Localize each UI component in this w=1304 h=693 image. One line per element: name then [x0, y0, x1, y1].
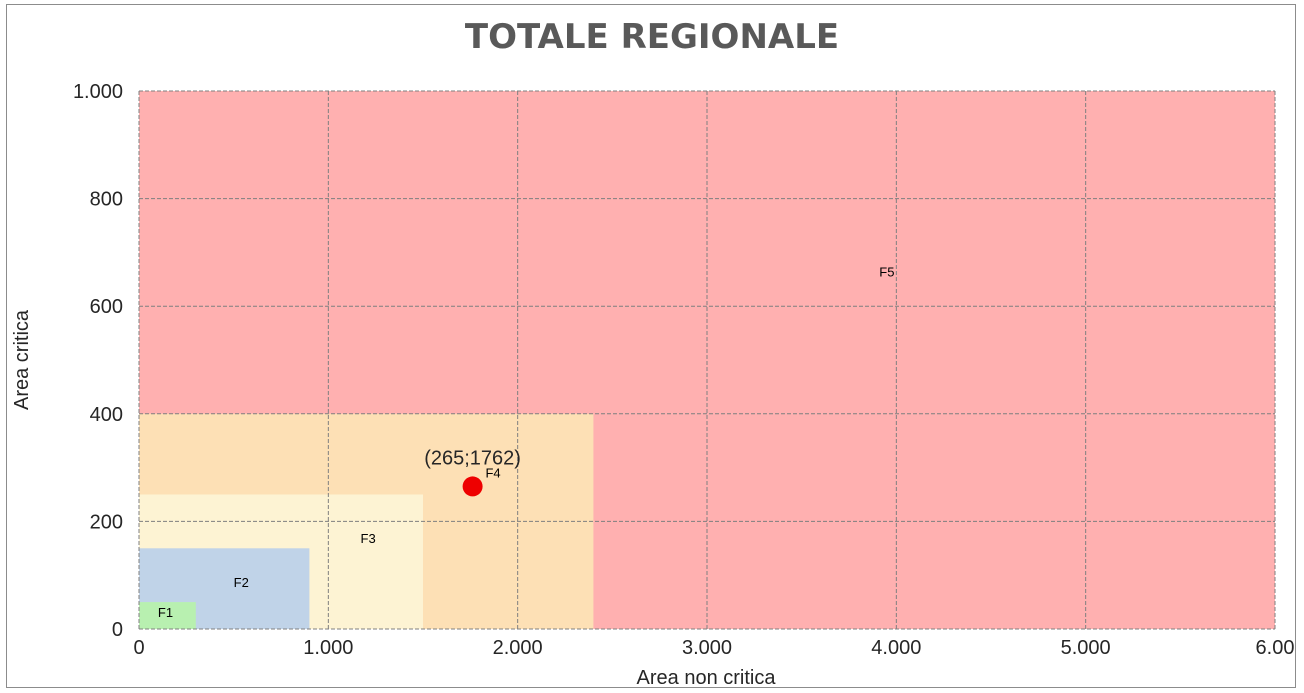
x-tick-label: 0: [133, 637, 144, 659]
y-tick-label: 1.000: [73, 81, 123, 103]
chart-title: TOTALE REGIONALE: [465, 17, 839, 57]
y-tick-label: 200: [90, 511, 123, 533]
zone-f1: [139, 602, 196, 629]
y-tick-label: 0: [112, 619, 123, 641]
x-tick-label: 1.000: [303, 637, 353, 659]
x-axis-label: Area non critica: [637, 667, 777, 689]
points-group: (265;1762): [424, 447, 521, 497]
x-tick-label: 5.000: [1061, 637, 1111, 659]
zones-group: [139, 91, 1275, 629]
y-tick-label: 800: [90, 189, 123, 211]
x-tick-label: 2.000: [493, 637, 543, 659]
zone-labels-group: F5 F4 F3 F2 F1: [158, 265, 895, 621]
zone-label-f2: F2: [234, 575, 249, 590]
y-tick-label: 400: [90, 404, 123, 426]
x-tick-label: 6.00: [1256, 637, 1295, 659]
zone-label-f4: F4: [485, 465, 500, 480]
data-point-label: (265;1762): [424, 447, 521, 469]
grid-group: [138, 90, 1276, 630]
zone-label-f5: F5: [879, 265, 894, 280]
zone-label-f3: F3: [361, 531, 376, 546]
x-tick-labels: 0 1.000 2.000 3.000 4.000 5.000 6.00: [133, 637, 1294, 659]
y-tick-label: 600: [90, 296, 123, 318]
zone-label-f1: F1: [158, 605, 173, 620]
x-tick-label: 4.000: [871, 637, 921, 659]
x-tick-label: 3.000: [682, 637, 732, 659]
data-point: [462, 476, 483, 497]
y-axis-label: Area critica: [11, 309, 33, 410]
y-tick-labels: 0 200 400 600 800 1.000: [73, 81, 123, 641]
